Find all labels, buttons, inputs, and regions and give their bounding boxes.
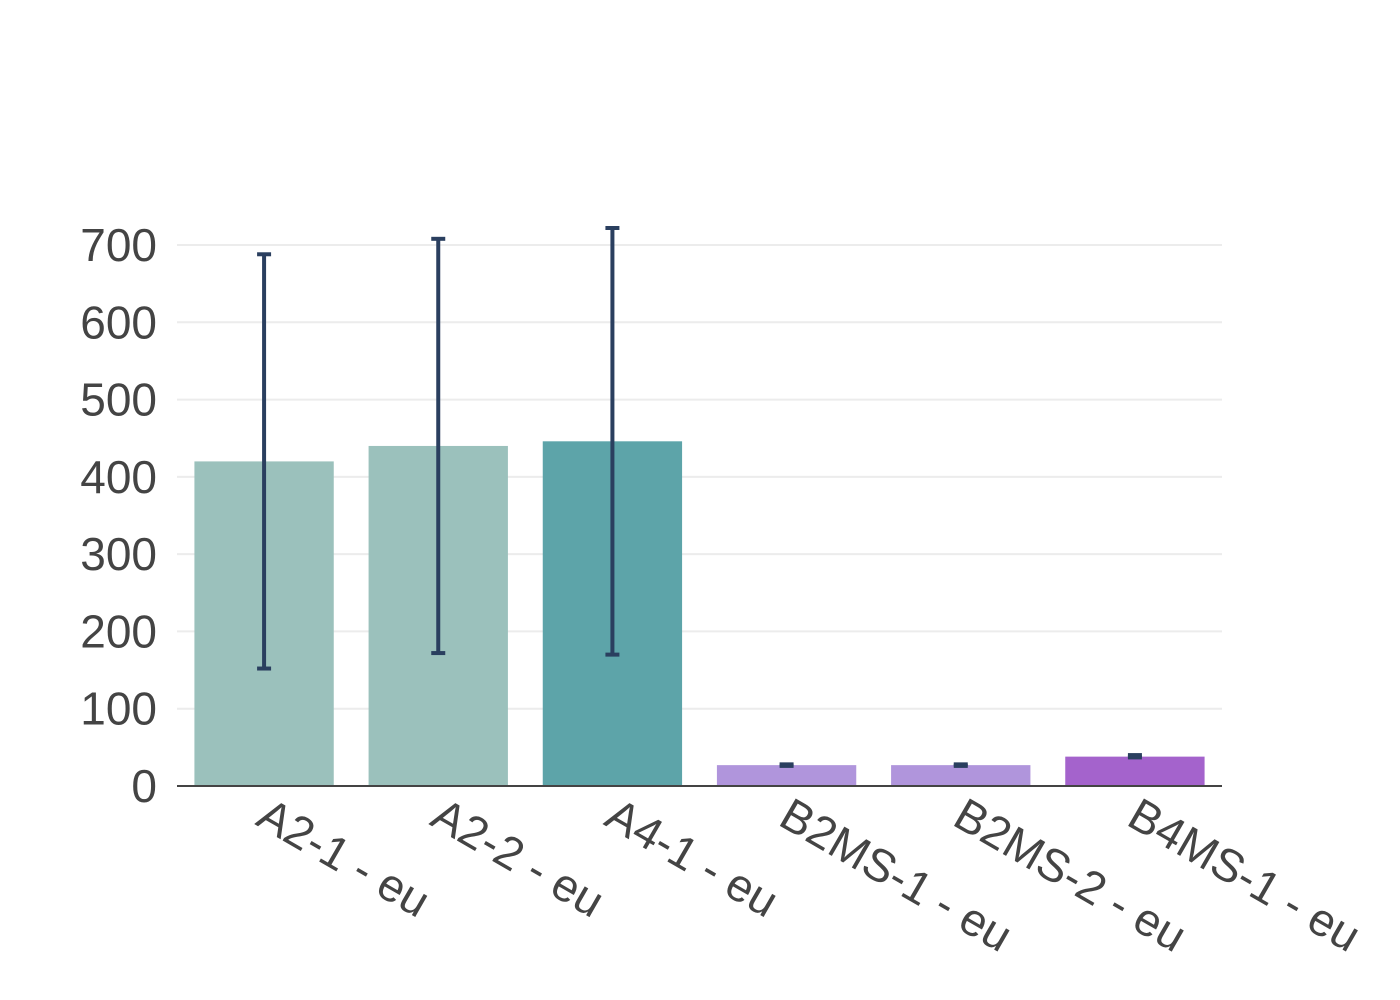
y-axis-ticks: 0 100 200 300 400 500 600 700: [80, 219, 157, 812]
y-tick-label: 300: [80, 528, 157, 580]
error-bar-5: [953, 762, 968, 768]
error-bar-3: [605, 225, 620, 657]
y-tick-label: 600: [80, 296, 157, 348]
x-tick-label: A2-2 - eu: [423, 788, 613, 928]
y-tick-label: 700: [80, 219, 157, 271]
gridlines: [177, 244, 1222, 710]
y-tick-label: 0: [131, 760, 157, 812]
bar-6: [1065, 756, 1205, 786]
bars: [194, 441, 1205, 786]
y-tick-label: 100: [80, 683, 157, 735]
bar-4: [716, 765, 857, 786]
y-tick-label: 500: [80, 374, 157, 426]
error-bar-2: [431, 236, 446, 656]
error-bar-6: [1127, 753, 1142, 760]
y-tick-label: 200: [80, 605, 157, 657]
x-tick-label: A4-1 - eu: [597, 788, 787, 928]
bar-5: [891, 765, 1031, 786]
error-bars: [257, 225, 1142, 768]
error-bar-1: [257, 252, 272, 671]
error-bar-4: [779, 762, 794, 768]
x-tick-label: A2-1 - eu: [249, 788, 439, 928]
y-tick-label: 400: [80, 451, 157, 503]
